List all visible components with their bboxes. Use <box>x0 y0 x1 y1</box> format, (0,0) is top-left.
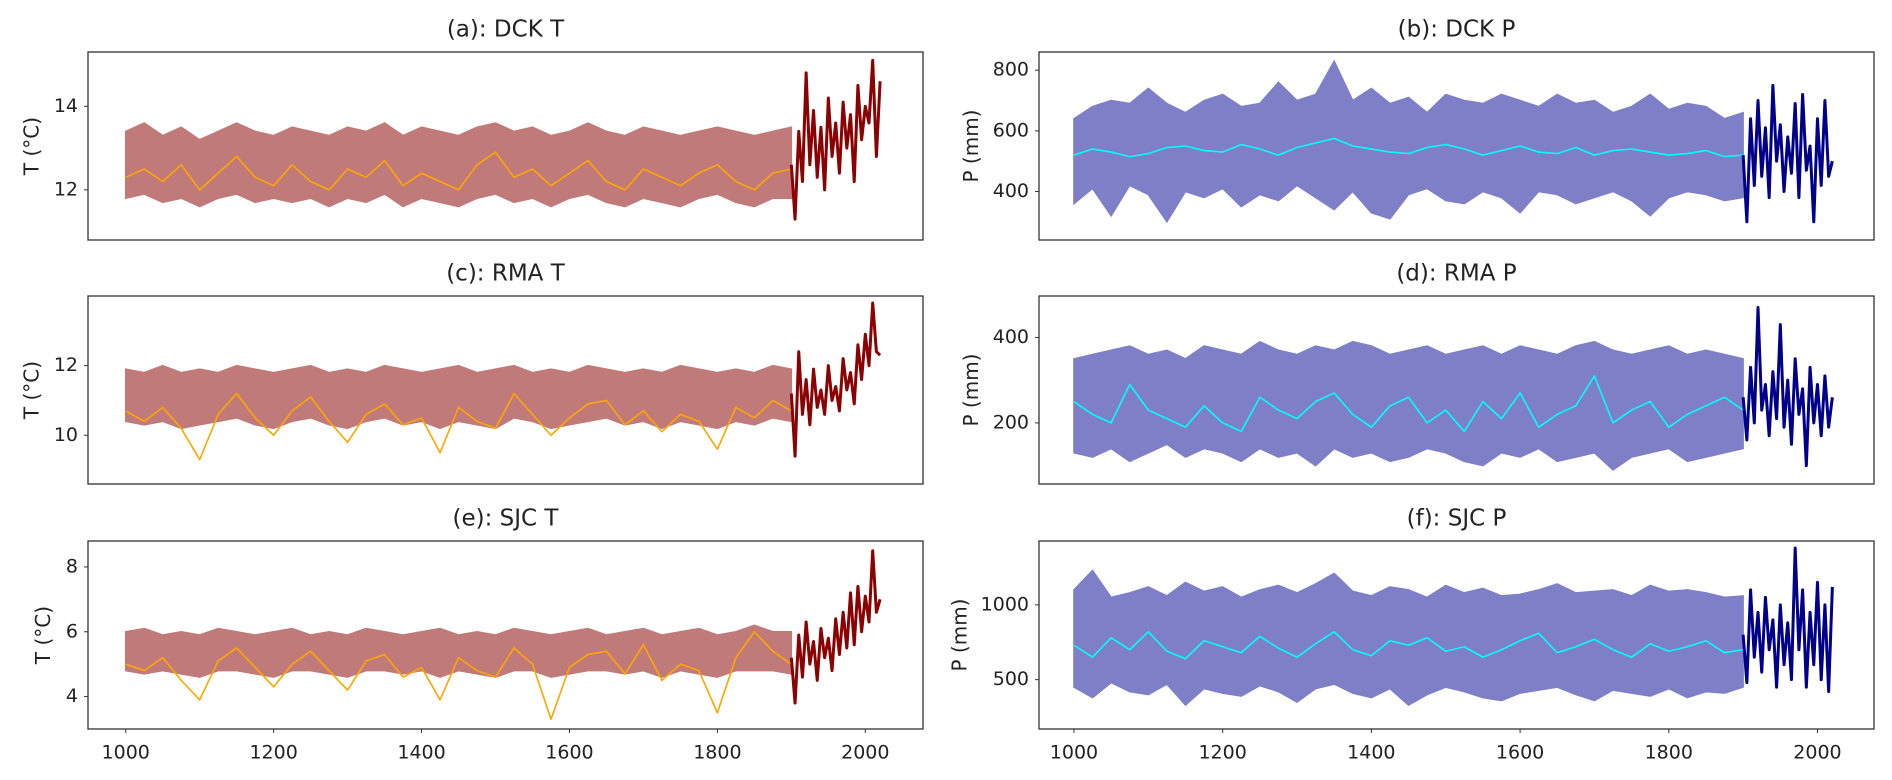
subplot: (e): SJC T 4 6 8 T (°C) 1000 1200 1400 1600 1800 2… <box>31 506 924 764</box>
y-tick-label: 4 <box>66 685 78 707</box>
ensemble-band <box>124 364 793 430</box>
plot-frame <box>1038 295 1875 485</box>
subplot: (d): RMA P 200 400 P (mm) <box>959 261 1875 485</box>
mean-line <box>1073 137 1744 158</box>
y-tick-label: 1000 <box>981 593 1029 615</box>
observed-line <box>1741 546 1834 694</box>
x-tick-label: 1600 <box>1496 742 1544 764</box>
x-tick-label: 1200 <box>1198 742 1246 764</box>
plot-frame <box>87 51 924 241</box>
x-tick-label: 1800 <box>693 742 741 764</box>
y-axis-label: P (mm) <box>948 599 972 672</box>
plot-frame <box>1038 540 1875 730</box>
x-tick-label: 1200 <box>249 742 297 764</box>
y-axis-label: P (mm) <box>959 354 983 427</box>
y-tick-label: 12 <box>54 178 78 200</box>
ensemble-band <box>1073 340 1744 471</box>
y-tick-label: 8 <box>66 555 78 577</box>
y-tick-label: 6 <box>66 620 78 642</box>
observed-line <box>1741 306 1834 468</box>
plot-frame <box>1038 51 1875 241</box>
y-axis-label: T (°C) <box>20 361 44 420</box>
x-tick-label: 1400 <box>397 742 445 764</box>
y-tick-label: 200 <box>993 411 1029 433</box>
y-tick-label: 14 <box>54 95 78 117</box>
ensemble-band <box>1073 569 1744 707</box>
y-axis-label: T (°C) <box>20 117 44 176</box>
subplot-title: (d): RMA P <box>1396 261 1516 287</box>
y-tick-label: 800 <box>993 59 1029 81</box>
x-tick-label: 1600 <box>545 742 593 764</box>
observed-line <box>789 301 882 458</box>
subplot: (b): DCK P 400 600 800 P (mm) <box>959 17 1875 241</box>
mean-line <box>125 151 792 191</box>
mean-line <box>1073 375 1744 433</box>
ensemble-band <box>124 122 793 208</box>
x-tick-label: 1000 <box>1050 742 1098 764</box>
y-tick-label: 400 <box>993 180 1029 202</box>
x-tick-label: 2000 <box>1793 742 1841 764</box>
y-tick-label: 12 <box>54 354 78 376</box>
subplot-title: (f): SJC P <box>1407 506 1507 532</box>
x-tick-label: 1800 <box>1645 742 1693 764</box>
y-tick-label: 10 <box>54 424 78 446</box>
y-tick-label: 500 <box>993 668 1029 690</box>
y-axis-label: T (°C) <box>31 606 55 665</box>
x-tick-label: 1000 <box>102 742 150 764</box>
subplot-title: (a): DCK T <box>447 17 565 43</box>
subplot-title: (e): SJC T <box>453 506 560 532</box>
plot-frame <box>87 295 924 485</box>
mean-line <box>1073 630 1744 660</box>
subplot: (f): SJC P 500 1000 P (mm) 1000 1200 1400 1600 1… <box>948 506 1875 764</box>
y-tick-label: 600 <box>993 119 1029 141</box>
x-tick-label: 1400 <box>1347 742 1395 764</box>
mean-line <box>125 630 792 721</box>
subplot: (c): RMA T 10 12 T (°C) <box>20 261 924 485</box>
plot-frame <box>87 540 924 730</box>
mean-line <box>125 392 792 461</box>
subplot-title: (b): DCK P <box>1398 17 1516 43</box>
ensemble-band <box>1073 59 1744 224</box>
y-axis-label: P (mm) <box>959 110 983 183</box>
observed-line <box>1741 83 1834 224</box>
ensemble-band <box>124 624 793 678</box>
observed-line <box>789 549 882 705</box>
subplot-title: (c): RMA T <box>446 261 566 287</box>
observed-line <box>789 58 882 221</box>
x-tick-label: 2000 <box>841 742 889 764</box>
y-tick-label: 400 <box>993 326 1029 348</box>
subplot: (a): DCK T 12 14 T (°C) <box>20 17 924 241</box>
